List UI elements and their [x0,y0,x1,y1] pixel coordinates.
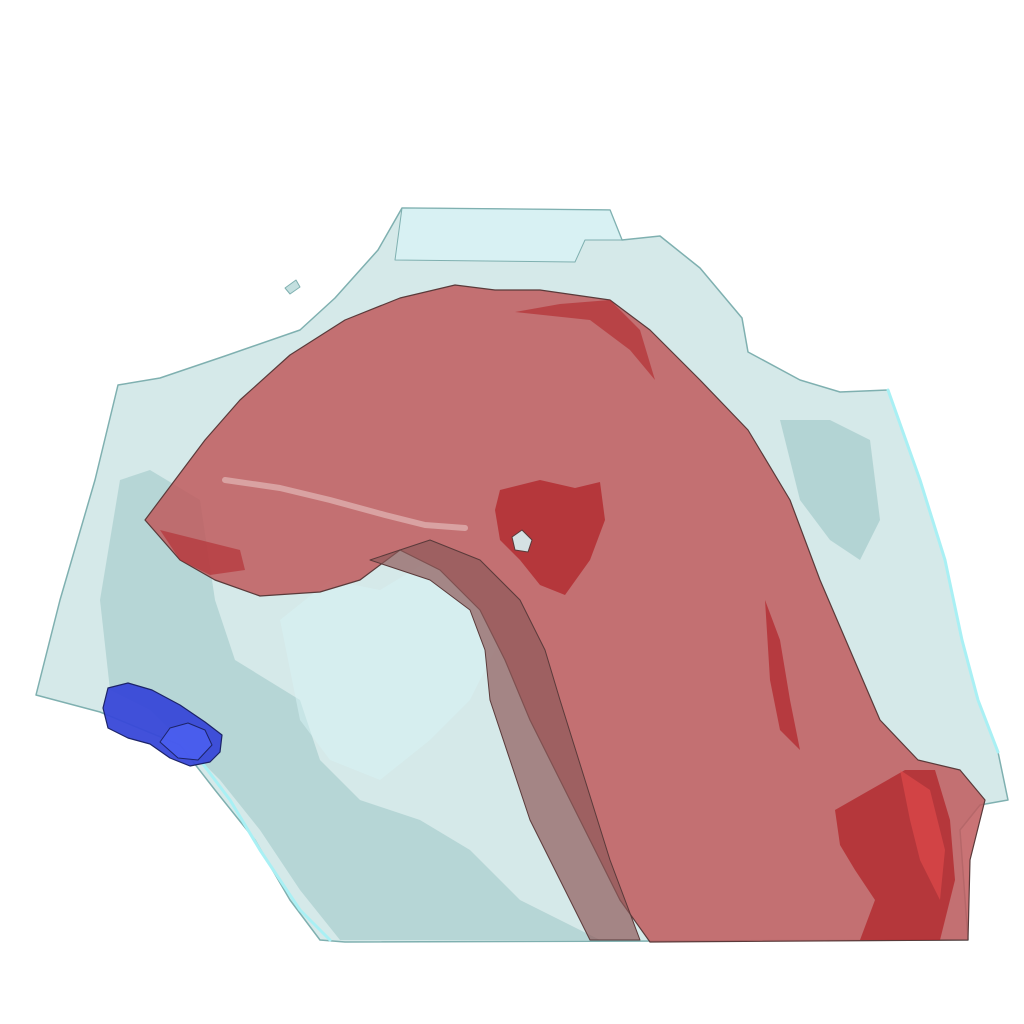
outer-volume-highlight [280,560,500,780]
outer-volume-rim-right [886,388,1000,754]
red-structure-hole [511,529,533,553]
red-structure [144,284,986,943]
outer-volume-fleck [284,279,301,295]
outer-volume-inner-shadow-right [780,420,880,560]
red-structure-dark-streak-top [515,300,655,380]
red-structure-highlight [900,770,945,900]
outer-volume-top-cap [394,207,623,263]
red-structure-stem [369,539,641,941]
red-structure-dark-streak [765,600,800,750]
blue-structure [102,682,223,767]
red-structure-dark-patch [495,480,605,595]
blue-structure-highlight [159,722,213,761]
outer-volume-rim-left [198,758,332,942]
red-structure-surface-texture [222,477,468,531]
red-structure-dark-patch-left [160,530,245,575]
